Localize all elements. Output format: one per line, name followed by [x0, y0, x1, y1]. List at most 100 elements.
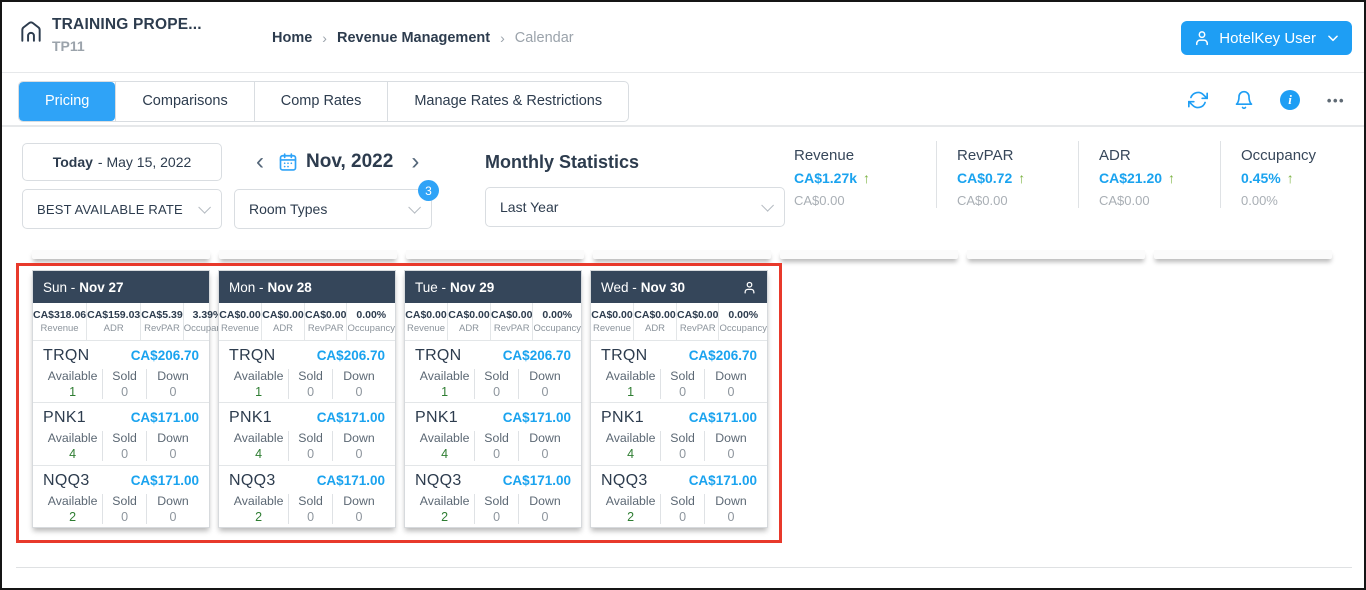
room-rate[interactable]: CA$206.70 — [316, 348, 385, 363]
room-rate[interactable]: CA$171.00 — [130, 410, 199, 426]
down-count: 0 — [355, 385, 363, 399]
stat-adr: ADR CA$21.20 ↑ CA$0.00 — [1078, 141, 1220, 208]
tab-manage-rates-restrictions[interactable]: Manage Rates & Restrictions — [387, 82, 628, 121]
day-card-header[interactable]: Wed - Nov 30 — [591, 271, 767, 303]
available-count: 4 — [69, 447, 77, 462]
room-rate[interactable]: CA$171.00 — [130, 472, 199, 488]
room-code: NQQ3 — [43, 471, 90, 489]
room-rate[interactable]: CA$206.70 — [688, 348, 757, 363]
day-card-nov-30: Wed - Nov 30 CA$0.00 Revenue CA$0.00 ADR C… — [590, 270, 768, 528]
room-code: PNK1 — [43, 409, 86, 427]
room-row-pnk1: PNK1 CA$171.00 Available 4 Sold 0 Down 0 — [219, 403, 395, 466]
room-rate[interactable]: CA$171.00 — [502, 472, 571, 488]
tab-comparisons[interactable]: Comparisons — [115, 82, 253, 121]
comparison-period-value: Last Year — [500, 199, 559, 215]
room-types-select[interactable]: Room Types 3 — [234, 180, 439, 229]
available-count: 4 — [255, 447, 263, 462]
tab-pricing[interactable]: Pricing — [19, 82, 116, 121]
person-icon — [1196, 31, 1209, 46]
day-stats-row: CA$0.00 Revenue CA$0.00 ADR CA$0.00 RevPAR … — [591, 303, 767, 341]
day-card-nov-28: Mon - Nov 28 CA$0.00 Revenue CA$0.00 ADR C… — [218, 270, 396, 528]
room-rate[interactable]: CA$171.00 — [316, 410, 385, 426]
room-code: NQQ3 — [229, 471, 276, 489]
property-code: TP11 — [52, 38, 85, 54]
down-count: 0 — [727, 447, 735, 462]
room-row-trqn: TRQN CA$206.70 Available 1 Sold 0 Down 0 — [591, 341, 767, 404]
previous-week-row — [32, 250, 1332, 259]
sold-count: 0 — [493, 385, 501, 399]
user-menu-label: HotelKey User — [1219, 29, 1316, 47]
previous-week-card-stub — [1154, 250, 1332, 259]
day-card-header[interactable]: Mon - Nov 28 — [219, 271, 395, 303]
room-code: NQQ3 — [601, 471, 648, 489]
highlight-annotation-box: Sun - Nov 27 CA$318.06 Revenue CA$159.03 A… — [16, 263, 782, 543]
up-arrow-icon: ↑ — [1286, 170, 1294, 186]
property-block: TRAINING PROPE... TP11 — [18, 16, 202, 54]
available-count: 1 — [69, 385, 77, 399]
room-code: NQQ3 — [415, 471, 462, 489]
previous-week-card-stub — [32, 250, 210, 259]
occupancy-person-icon[interactable] — [742, 280, 757, 295]
room-row-nqq3: NQQ3 CA$171.00 Available 2 Sold 0 Down 0 — [415, 471, 571, 524]
home-lodge-icon[interactable] — [18, 18, 44, 44]
stat-revenue: Revenue CA$1.27k ↑ CA$0.00 — [794, 147, 871, 208]
sold-count: 0 — [679, 447, 687, 462]
room-rate[interactable]: CA$171.00 — [502, 410, 571, 426]
calendar-icon[interactable] — [278, 152, 298, 172]
available-count: 2 — [441, 509, 449, 524]
room-rate[interactable]: CA$171.00 — [688, 410, 757, 426]
previous-month-icon[interactable]: ‹ — [256, 148, 264, 175]
tab-comp-rates[interactable]: Comp Rates — [253, 82, 388, 121]
rate-plan-select[interactable]: BEST AVAILABLE RATE — [22, 189, 222, 229]
breadcrumb-revenue-management[interactable]: Revenue Management — [336, 29, 491, 46]
user-menu-button[interactable]: HotelKey User — [1181, 21, 1352, 55]
room-rate[interactable]: CA$171.00 — [316, 472, 385, 488]
more-options-icon[interactable]: ••• — [1326, 92, 1346, 108]
today-date-button[interactable]: Today - May 15, 2022 — [22, 143, 222, 181]
room-code: PNK1 — [415, 409, 458, 427]
available-count: 2 — [255, 509, 263, 524]
day-card-header[interactable]: Sun - Nov 27 — [33, 271, 209, 303]
down-count: 0 — [541, 447, 549, 462]
room-code: TRQN — [601, 347, 648, 364]
available-count: 1 — [255, 385, 263, 399]
previous-week-card-stub — [219, 250, 397, 259]
room-rate[interactable]: CA$206.70 — [130, 348, 199, 363]
today-label: Today — [52, 154, 93, 170]
up-arrow-icon: ↑ — [1168, 170, 1176, 186]
comparison-period-select[interactable]: Last Year — [485, 187, 785, 227]
room-types-value: Room Types — [249, 201, 328, 217]
breadcrumb-home[interactable]: Home — [272, 29, 313, 46]
up-arrow-icon: ↑ — [1018, 170, 1026, 186]
breadcrumb: Home › Revenue Management › Calendar — [272, 2, 574, 73]
sold-count: 0 — [307, 385, 315, 399]
notifications-bell-icon[interactable] — [1234, 90, 1254, 110]
room-row-pnk1: PNK1 CA$171.00 Available 4 Sold 0 Down 0 — [591, 403, 767, 466]
info-icon[interactable]: i — [1280, 90, 1300, 110]
toolbar-icons: i ••• — [1188, 73, 1346, 127]
room-row-trqn: TRQN CA$206.70 Available 1 Sold 0 Down 0 — [219, 341, 395, 404]
refresh-icon[interactable] — [1188, 90, 1208, 110]
room-code: PNK1 — [229, 409, 272, 427]
previous-week-card-stub — [967, 250, 1145, 259]
calendar-grid: Sun - Nov 27 CA$318.06 Revenue CA$159.03 A… — [2, 250, 1364, 588]
breadcrumb-separator-icon: › — [322, 29, 327, 46]
week-row: Sun - Nov 27 CA$318.06 Revenue CA$159.03 A… — [19, 266, 779, 528]
room-row-trqn: TRQN CA$206.70 Available 1 Sold 0 Down 0 — [33, 341, 209, 404]
down-count: 0 — [541, 385, 549, 399]
caret-down-icon — [761, 198, 774, 212]
down-count: 0 — [169, 447, 177, 462]
room-rate[interactable]: CA$171.00 — [688, 472, 757, 488]
day-stats-row: CA$0.00 Revenue CA$0.00 ADR CA$0.00 RevPAR … — [405, 303, 581, 341]
room-rate[interactable]: CA$206.70 — [502, 348, 571, 363]
next-month-icon[interactable]: › — [411, 148, 420, 175]
day-stats-row: CA$318.06 Revenue CA$159.03 ADR CA$5.39 Rev… — [33, 303, 231, 341]
day-card-header[interactable]: Tue - Nov 29 — [405, 271, 581, 303]
today-date: - May 15, 2022 — [97, 154, 192, 170]
tab-bar: Pricing Comparisons Comp Rates Manage Ra… — [2, 73, 1364, 127]
sold-count: 0 — [307, 447, 315, 462]
monthly-statistics-title: Monthly Statistics — [485, 152, 640, 172]
breadcrumb-calendar: Calendar — [514, 29, 574, 46]
available-count: 1 — [627, 385, 635, 399]
